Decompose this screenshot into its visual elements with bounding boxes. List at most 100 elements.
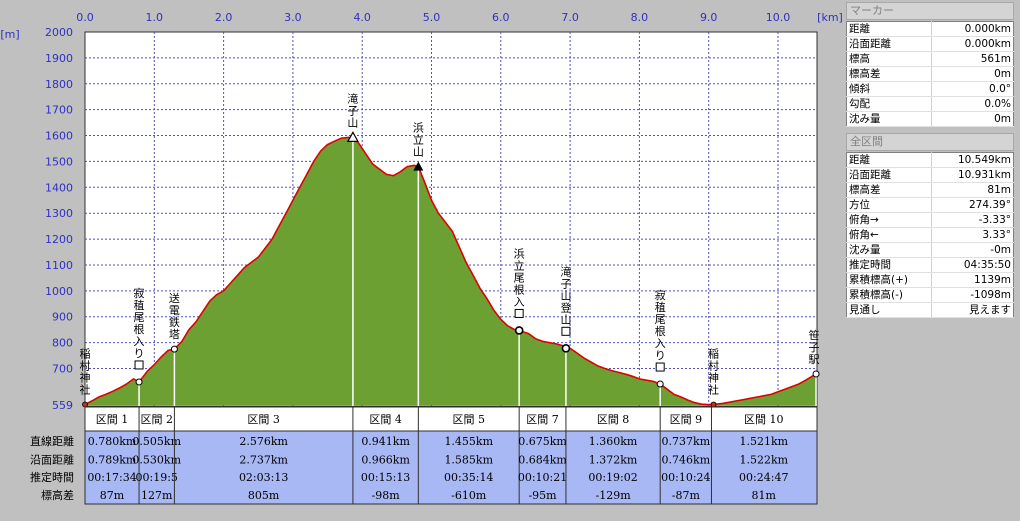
marker-circle bbox=[170, 345, 178, 353]
x-tick-label: 10.0 bbox=[766, 11, 791, 24]
marker-triangle bbox=[346, 131, 359, 142]
section-label: 区間 3 bbox=[247, 413, 280, 426]
y-tick-label: 900 bbox=[52, 311, 73, 324]
section-diff-value: -87m bbox=[672, 489, 701, 502]
all-section-value: -3.33° bbox=[931, 212, 1014, 228]
all-section-panel-title: 全区間 bbox=[846, 133, 1014, 151]
marker-key: 沈み量 bbox=[846, 111, 932, 127]
marker-circle bbox=[135, 378, 143, 386]
section-label: 区間 10 bbox=[744, 413, 784, 426]
section-row-label: 標高差 bbox=[41, 488, 74, 502]
y-tick-label: 559 bbox=[52, 399, 73, 412]
all-section-value: 10.549km bbox=[931, 152, 1014, 168]
marker-label: 浜立山 bbox=[413, 122, 424, 159]
y-tick-label: 2000 bbox=[45, 26, 73, 39]
section-diff-value: -98m bbox=[372, 489, 401, 502]
marker-panel-title: マーカー bbox=[846, 2, 1014, 20]
marker-value: 0m bbox=[931, 111, 1014, 127]
marker-box bbox=[561, 326, 571, 336]
y-tick-label: 1900 bbox=[45, 52, 73, 65]
all-section-value: 10.931km bbox=[931, 167, 1014, 183]
y-tick-label: 1000 bbox=[45, 285, 73, 298]
all-section-row: 推定時間 04:35:50 bbox=[846, 257, 1014, 273]
section-label: 区間 8 bbox=[597, 413, 630, 426]
marker-row: 勾配 0.0% bbox=[846, 96, 1014, 112]
all-section-row: 沿面距離 10.931km bbox=[846, 167, 1014, 183]
all-section-key: 累積標高(-) bbox=[846, 287, 932, 303]
section-straight-value: 0.675km bbox=[518, 435, 567, 448]
y-tick-label: 1100 bbox=[45, 259, 73, 272]
marker-value: 561m bbox=[931, 51, 1014, 67]
section-diff-value: 87m bbox=[100, 489, 125, 502]
all-section-value: 1139m bbox=[931, 272, 1014, 288]
marker-row: 標高差 0m bbox=[846, 66, 1014, 82]
marker-label: 稲村神社 bbox=[708, 347, 719, 396]
all-section-value: 81m bbox=[931, 182, 1014, 198]
marker-row: 標高 561m bbox=[846, 51, 1014, 67]
y-tick-label: 1300 bbox=[45, 207, 73, 220]
all-section-key: 俯角→ bbox=[846, 212, 932, 228]
all-section-row: 俯角← 3.33° bbox=[846, 227, 1014, 243]
marker-key: 標高 bbox=[846, 51, 932, 67]
section-straight-value: 1.360km bbox=[589, 435, 638, 448]
all-section-key: 距離 bbox=[846, 152, 932, 168]
section-straight-value: 0.941km bbox=[361, 435, 410, 448]
marker-dot bbox=[82, 401, 88, 408]
section-row-label: 直線距離 bbox=[30, 434, 74, 448]
marker-key: 標高差 bbox=[846, 66, 932, 82]
x-tick-label: 8.0 bbox=[631, 11, 649, 24]
x-axis-unit: [km] bbox=[817, 11, 843, 24]
all-section-value: 見えます bbox=[931, 302, 1014, 318]
all-section-key: 推定時間 bbox=[846, 257, 932, 273]
all-section-row: 方位 274.39° bbox=[846, 197, 1014, 213]
section-time-value: 00:15:13 bbox=[361, 471, 410, 484]
marker-key: 距離 bbox=[846, 21, 932, 37]
section-surface-value: 2.737km bbox=[239, 454, 288, 467]
section-label: 区間 9 bbox=[670, 413, 703, 426]
y-tick-label: 1400 bbox=[45, 181, 73, 194]
all-section-panel: 全区間 距離 10.549km 沿面距離 10.931km 標高差 81m 方位 274.39… bbox=[846, 133, 1014, 318]
section-label: 区間 2 bbox=[140, 413, 173, 426]
marker-label: 浜立尾根入 bbox=[514, 247, 525, 308]
y-axis-unit: [m] bbox=[0, 28, 19, 41]
section-time-value: 00:19:02 bbox=[588, 471, 637, 484]
all-section-value: 04:35:50 bbox=[931, 257, 1014, 273]
section-label: 区間 1 bbox=[96, 413, 129, 426]
y-tick-label: 700 bbox=[52, 363, 73, 376]
section-surface-value: 0.530km bbox=[132, 454, 181, 467]
all-section-key: 方位 bbox=[846, 197, 932, 213]
section-diff-value: 805m bbox=[248, 489, 280, 502]
y-tick-label: 800 bbox=[52, 337, 73, 350]
section-time-value: 00:10:24 bbox=[661, 471, 710, 484]
marker-circle bbox=[656, 380, 664, 388]
marker-triangle bbox=[413, 161, 424, 171]
marker-row: 沿面距離 0.000km bbox=[846, 36, 1014, 52]
marker-label: 寂稙尾根入り bbox=[134, 286, 145, 360]
x-tick-label: 4.0 bbox=[353, 11, 371, 24]
all-section-row: 俯角→ -3.33° bbox=[846, 212, 1014, 228]
marker-circle bbox=[561, 344, 571, 353]
section-time-value: 00:17:34 bbox=[87, 471, 136, 484]
marker-label: 寂稙尾根入り bbox=[655, 288, 666, 362]
marker-value: 0.000km bbox=[931, 21, 1014, 37]
marker-key: 傾斜 bbox=[846, 81, 932, 97]
all-section-row: 標高差 81m bbox=[846, 182, 1014, 198]
all-section-row: 累積標高(-) -1098m bbox=[846, 287, 1014, 303]
marker-row: 沈み量 0m bbox=[846, 111, 1014, 127]
marker-circle bbox=[812, 370, 820, 378]
section-label: 区間 5 bbox=[452, 413, 485, 426]
marker-key: 沿面距離 bbox=[846, 36, 932, 52]
section-row-label: 推定時間 bbox=[30, 470, 74, 484]
section-straight-value: 1.521km bbox=[739, 435, 788, 448]
y-tick-label: 1500 bbox=[45, 155, 73, 168]
marker-circle bbox=[514, 326, 524, 335]
all-section-row: 沈み量 -0m bbox=[846, 242, 1014, 258]
all-section-value: -1098m bbox=[931, 287, 1014, 303]
section-straight-value: 0.737km bbox=[662, 435, 711, 448]
all-section-row: 見通し 見えます bbox=[846, 302, 1014, 318]
marker-label: 滝子山登山 bbox=[560, 265, 571, 326]
all-section-value: 274.39° bbox=[931, 197, 1014, 213]
section-diff-value: 81m bbox=[752, 489, 777, 502]
all-section-value: 3.33° bbox=[931, 227, 1014, 243]
all-section-key: 沈み量 bbox=[846, 242, 932, 258]
